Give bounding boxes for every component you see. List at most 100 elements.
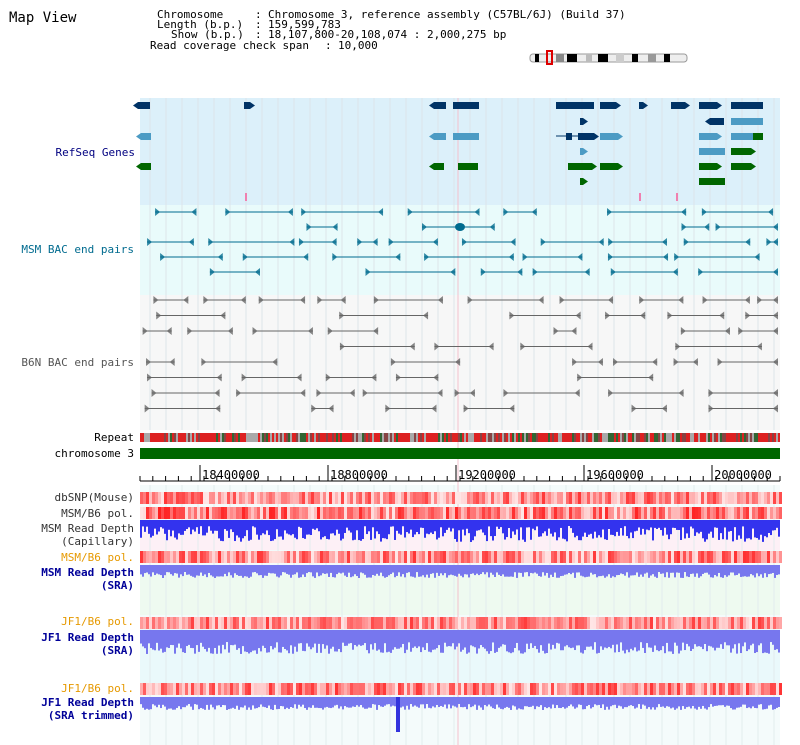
polymorphism-cell [383, 683, 386, 695]
polymorphism-cell [170, 492, 173, 504]
bac-end-marker [220, 311, 226, 320]
depth-bar [198, 630, 200, 652]
bac-end-marker [768, 208, 774, 216]
track-label-jf1-b6-pol-2[interactable]: JF1/B6 pol. [61, 682, 134, 695]
polymorphism-cell [257, 507, 260, 519]
track-label-dbsnp[interactable]: dbSNP(Mouse) [54, 491, 134, 504]
depth-bar [182, 697, 184, 708]
polymorphism-cell [644, 683, 647, 695]
depth-bar [190, 520, 192, 535]
polymorphism-cell [359, 492, 362, 504]
read-depth-tracks[interactable] [140, 520, 780, 732]
depth-bar [528, 520, 530, 528]
depth-bar [340, 630, 342, 653]
polymorphism-cell [659, 492, 662, 504]
depth-bar [760, 520, 762, 535]
bac-end-marker [745, 311, 751, 320]
polymorphism-cell [188, 551, 191, 563]
depth-bar [482, 630, 484, 648]
polymorphism-cell [455, 507, 458, 519]
polymorphism-cell [356, 492, 359, 504]
track-label-msm-b6-pol-sra[interactable]: MSM/B6 pol. [61, 551, 134, 564]
chromosome-bar[interactable] [140, 448, 780, 459]
polymorphism-cell [311, 507, 314, 519]
polymorphism-cell [674, 507, 677, 519]
polymorphism-cell [341, 551, 344, 563]
depth-bar [720, 697, 722, 706]
depth-bar [396, 630, 398, 649]
depth-bar [274, 565, 276, 574]
polymorphism-cell [605, 617, 608, 629]
depth-bar [768, 697, 770, 706]
polymorphism-cell [608, 507, 611, 519]
repeat-segment [300, 433, 302, 442]
depth-bar [222, 520, 224, 542]
refseq-genes-track[interactable] [133, 102, 763, 201]
track-label-chromosome[interactable]: chromosome 3 [54, 447, 134, 460]
track-label-msm-depth-sra[interactable]: MSM Read Depth [41, 566, 134, 579]
ideogram-band [648, 54, 656, 62]
polymorphism-cell [518, 507, 521, 519]
depth-bar [510, 697, 512, 710]
b6n-bac-features[interactable] [142, 296, 778, 413]
depth-bar [678, 630, 680, 654]
depth-bar [670, 565, 672, 573]
bac-end-marker [454, 389, 460, 397]
polymorphism-cell [158, 683, 161, 695]
depth-bar [444, 565, 446, 574]
polymorphism-cell [383, 617, 386, 629]
depth-bar [290, 520, 292, 536]
polymorphism-cell [182, 683, 185, 695]
track-label-repeat[interactable]: Repeat [94, 431, 134, 444]
track-label-refseq[interactable]: RefSeq Genes [55, 146, 135, 159]
depth-bar [186, 630, 188, 647]
depth-bar [496, 565, 498, 573]
depth-bar [630, 630, 632, 649]
track-label-msm-bac[interactable]: MSM BAC end pairs [21, 243, 134, 256]
repeat-segment [190, 433, 192, 442]
depth-bar [598, 520, 600, 536]
polymorphism-cell [431, 551, 434, 563]
depth-bar [150, 565, 152, 577]
depth-bar [368, 520, 370, 532]
depth-bar [244, 697, 246, 706]
repeat-track[interactable] [140, 433, 780, 442]
depth-bar [228, 520, 230, 538]
repeat-segment [186, 433, 188, 442]
depth-bar [772, 697, 774, 710]
depth-bar [156, 697, 158, 708]
depth-bar [176, 520, 178, 540]
track-label-jf1-b6-pol-1[interactable]: JF1/B6 pol. [61, 615, 134, 628]
depth-bar [508, 697, 510, 708]
polymorphism-cell [476, 617, 479, 629]
track-label-msm-depth-cap[interactable]: MSM Read Depth [41, 522, 134, 535]
polymorphism-cell [521, 507, 524, 519]
repeat-segment [232, 433, 234, 442]
depth-bar [596, 630, 598, 654]
polymorphism-cell [581, 492, 584, 504]
depth-bar [722, 697, 724, 706]
track-label-msm-b6-pol-cap[interactable]: MSM/B6 pol. [61, 507, 134, 520]
polymorphism-cell [722, 551, 725, 563]
track-label-jf1-depth-1[interactable]: JF1 Read Depth [41, 631, 134, 644]
polymorphism-cell [596, 507, 599, 519]
depth-bar [242, 520, 244, 539]
track-label-jf1-depth-2[interactable]: JF1 Read Depth [41, 696, 134, 709]
chromosome-ideogram[interactable] [529, 50, 688, 65]
track-label-b6n-bac[interactable]: B6N BAC end pairs [21, 356, 134, 369]
polymorphism-cell [308, 551, 311, 563]
polymorphism-cell [410, 617, 413, 629]
polymorphism-cell [719, 492, 722, 504]
polymorphism-cell [206, 683, 209, 695]
depth-bar [576, 520, 578, 536]
polymorphism-cell [353, 492, 356, 504]
polymorphism-tracks[interactable] [140, 492, 782, 695]
depth-bar [454, 697, 456, 707]
polymorphism-cell [239, 551, 242, 563]
msm-bac-features[interactable] [147, 208, 778, 276]
polymorphism-cell [359, 683, 362, 695]
ideogram-band [567, 54, 577, 62]
depth-bar [526, 630, 528, 644]
polymorphism-cell [422, 551, 425, 563]
